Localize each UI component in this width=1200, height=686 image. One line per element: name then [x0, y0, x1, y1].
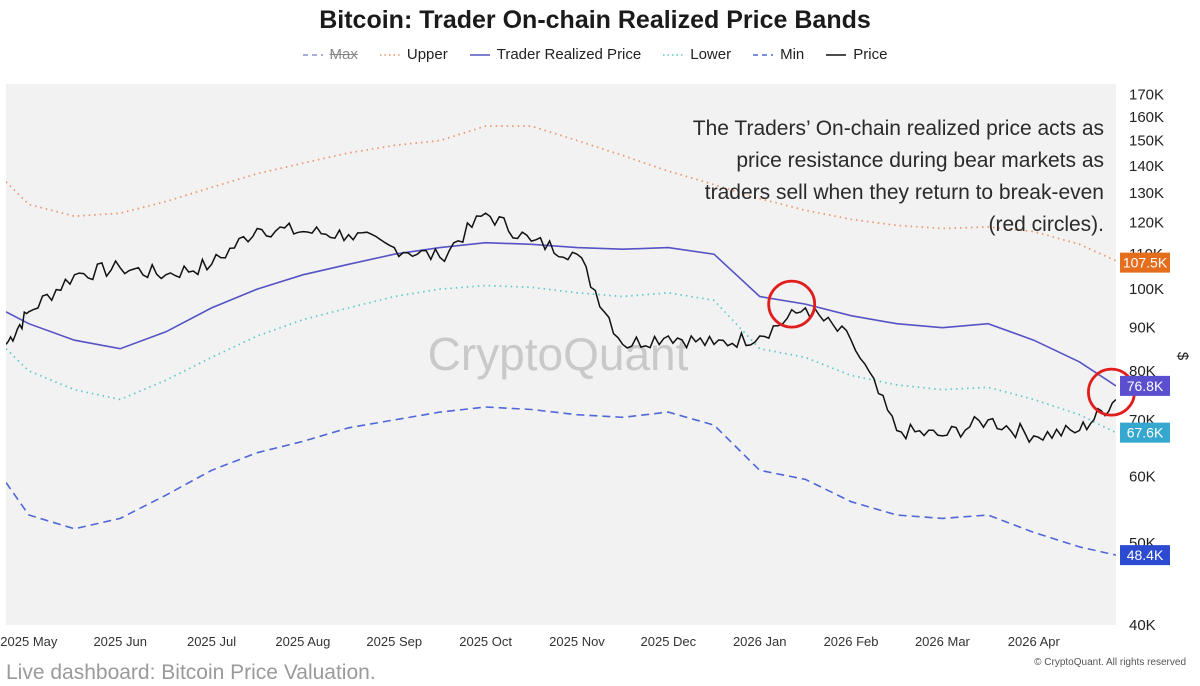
legend-label: Upper: [406, 46, 448, 63]
legend-label: Price: [853, 46, 888, 63]
x-tick-label: 2025 Jun: [93, 634, 147, 649]
x-tick-label: 2025 Aug: [275, 634, 330, 649]
legend-swatch: [379, 53, 400, 56]
legend-swatch: [753, 53, 774, 56]
annotation-line-3: traders sell when they return to break-e…: [705, 181, 1104, 204]
series-layer: [6, 125, 1116, 556]
y-tick-label: 120K: [1129, 214, 1164, 231]
annotation-line-2: price resistance during bear markets as: [736, 149, 1104, 172]
y-tick-label: 140K: [1129, 158, 1164, 175]
x-tick-label: 2025 Dec: [641, 634, 697, 649]
legend-item-lower[interactable]: Lower: [663, 46, 731, 63]
series-line-price: [6, 212, 1116, 444]
legend-item-price[interactable]: Price: [826, 46, 887, 63]
x-tick-label: 2026 Apr: [1008, 634, 1061, 649]
legend-item-max[interactable]: Max: [302, 46, 358, 63]
legend-item-upper[interactable]: Upper: [379, 46, 448, 63]
y-tick-label: 150K: [1129, 133, 1164, 150]
value-badge-box: [1120, 422, 1170, 443]
series-line-trader-realized-price: [6, 241, 1116, 387]
legend: Max Upper Trader Realized Price Lower Min Pri…: [0, 46, 1190, 63]
y-axis: 40K50K60K70K80K90K100K110K120K130K140K15…: [1129, 87, 1164, 634]
annotation-line-4: (red circles).: [988, 213, 1104, 236]
series-line-min: [6, 406, 1116, 556]
value-badge-box: [1120, 375, 1170, 396]
value-badge-lower: 67.6K: [1120, 422, 1170, 443]
series-line-lower: [6, 284, 1116, 434]
x-tick-label: 2026 Jan: [733, 634, 787, 649]
x-tick-label: 2026 Mar: [915, 634, 971, 649]
y-tick-label: 130K: [1129, 185, 1164, 202]
legend-label: Trader Realized Price: [496, 46, 642, 63]
value-badge-upper: 107.5K: [1120, 252, 1170, 273]
x-tick-label: 2026 Feb: [824, 634, 879, 649]
y-tick-label: 80K: [1129, 363, 1156, 380]
annotation-line-1: The Traders’ On-chain realized price act…: [693, 117, 1104, 140]
value-badges: 107.5K 76.8K 67.6K 48.4K: [1120, 252, 1170, 566]
value-badge-label: 107.5K: [1123, 255, 1168, 271]
x-tick-label: 2025 Nov: [549, 634, 605, 649]
legend-swatch: [826, 53, 847, 56]
legend-swatch: [469, 53, 490, 56]
y-tick-label: 160K: [1129, 109, 1164, 126]
chart-title: Bitcoin: Trader On-chain Realized Price …: [319, 6, 871, 34]
value-badge-box: [1120, 545, 1170, 566]
footer-note[interactable]: Live dashboard: Bitcoin Price Valuation.: [6, 661, 376, 684]
x-tick-label: 2025 May: [0, 634, 58, 649]
y-tick-label: 100K: [1129, 281, 1164, 298]
legend-swatch: [302, 53, 323, 56]
legend-item-min[interactable]: Min: [753, 46, 804, 63]
y-tick-label: 60K: [1129, 468, 1156, 485]
value-badge-box: [1120, 252, 1170, 273]
value-badge-label: 48.4K: [1127, 547, 1164, 563]
value-badge-min: 48.4K: [1120, 545, 1170, 566]
value-badge-trader-realized-price: 76.8K: [1120, 375, 1170, 396]
x-axis: 2025 May 2025 Jun 2025 Jul 2025 Aug 2025 Sep…: [0, 634, 1060, 649]
legend-label: Max: [329, 46, 358, 63]
x-tick-label: 2025 Sep: [366, 634, 422, 649]
highlight-circle-1: [767, 279, 817, 329]
y-tick-label: 170K: [1129, 87, 1164, 104]
y-tick-label: 40K: [1129, 617, 1156, 634]
legend-swatch: [663, 53, 684, 56]
value-badge-label: 76.8K: [1127, 378, 1164, 394]
y-tick-label: 90K: [1129, 320, 1156, 337]
copyright-notice: © CryptoQuant. All rights reserved: [1034, 657, 1186, 668]
legend-item-trader-realized-price[interactable]: Trader Realized Price: [469, 46, 642, 63]
x-tick-label: 2025 Jul: [187, 634, 236, 649]
plot-background: [6, 84, 1116, 625]
y-axis-currency-symbol: $: [1174, 352, 1191, 361]
legend-label: Min: [780, 46, 805, 63]
legend-label: Lower: [690, 46, 732, 63]
annotation-text: The Traders’ On-chain realized price act…: [693, 117, 1104, 236]
value-badge-label: 67.6K: [1127, 425, 1164, 441]
watermark: CryptoQuant: [428, 328, 689, 380]
x-tick-label: 2025 Oct: [459, 634, 512, 649]
